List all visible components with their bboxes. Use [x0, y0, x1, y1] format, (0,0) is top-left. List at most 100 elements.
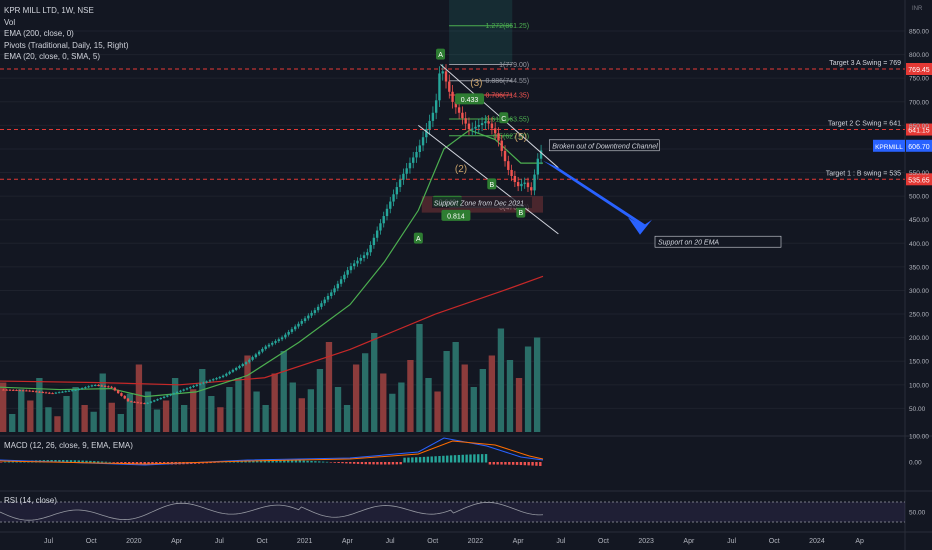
- macd-pane-title[interactable]: MACD (12, 26, close, 9, EMA, EMA): [4, 441, 133, 450]
- macd-histogram-bar: [290, 460, 294, 463]
- volume-bar: [18, 389, 25, 432]
- candle-body: [251, 357, 254, 360]
- macd-histogram-bar: [349, 462, 352, 464]
- wave-label-text: (2): [455, 164, 467, 175]
- symbol-price-tag: [873, 139, 905, 152]
- candle-body: [44, 392, 48, 394]
- macd-histogram-bar: [477, 454, 480, 463]
- volume-bar: [398, 382, 405, 432]
- volume-indicator-label[interactable]: Vol: [4, 17, 16, 27]
- macd-histogram-bar: [465, 454, 468, 463]
- macd-histogram-bar: [484, 454, 488, 463]
- fib-level-label: 0.886(744.55): [485, 78, 529, 85]
- candle-body: [379, 223, 382, 231]
- candle-body: [2, 389, 5, 391]
- candle-body: [323, 299, 326, 304]
- candle-body: [87, 386, 90, 388]
- candle-body: [244, 362, 248, 365]
- signal-line: [0, 440, 544, 465]
- ema200-indicator-label[interactable]: EMA (200, close, 0): [4, 29, 74, 38]
- wave-label-text: A: [438, 52, 443, 59]
- macd-histogram-bar: [337, 462, 340, 463]
- macd-histogram-bar: [434, 456, 437, 463]
- candle-body: [454, 101, 458, 108]
- macd-histogram-bar: [492, 462, 495, 465]
- time-axis-tick: Apr: [342, 538, 354, 545]
- volume-bar: [533, 337, 541, 432]
- candle-body: [175, 391, 179, 394]
- candle-body: [116, 390, 120, 394]
- wave-label-text: (3): [470, 78, 482, 89]
- volume-bar: [461, 364, 468, 432]
- macd-histogram-bar: [314, 461, 317, 463]
- macd-histogram-bar: [368, 462, 371, 465]
- candle-body: [303, 318, 307, 322]
- candle-body: [428, 120, 431, 130]
- candle-body: [254, 354, 258, 358]
- macd-histogram-bar: [446, 455, 449, 463]
- time-axis-tick: 2022: [468, 538, 484, 545]
- candle-body: [284, 334, 287, 338]
- rsi-line: [0, 501, 544, 521]
- time-axis-tick: Oct: [427, 538, 438, 545]
- volume-bar: [352, 364, 360, 432]
- macd-histogram-bar: [7, 461, 11, 463]
- volume-bar: [271, 373, 278, 432]
- volume-bar: [452, 342, 459, 432]
- macd-histogram-bar: [372, 462, 375, 465]
- macd-axis-tick: 0.00: [909, 460, 922, 467]
- macd-histogram-bar: [376, 462, 379, 465]
- time-axis-tick: Jul: [386, 538, 395, 545]
- candle-body: [497, 133, 500, 141]
- candle-body: [523, 182, 526, 184]
- macd-histogram-bar: [283, 460, 286, 463]
- macd-histogram-bar: [77, 460, 80, 463]
- candle-body: [366, 252, 369, 256]
- axis-unit: INR: [912, 6, 923, 12]
- macd-histogram-bar: [329, 462, 333, 463]
- macd-histogram-bar: [139, 462, 143, 465]
- candle-body: [195, 384, 199, 386]
- candle-body: [438, 73, 441, 101]
- candle-body: [300, 321, 303, 324]
- macd-histogram-bar: [100, 461, 104, 463]
- macd-histogram-bar: [395, 462, 399, 465]
- price-axis-tick: 700.00: [909, 99, 929, 106]
- volume-bar: [217, 407, 224, 432]
- target-price-tag: [906, 63, 932, 76]
- candle-body: [185, 388, 189, 390]
- candle-body: [346, 270, 349, 275]
- volume-bar: [54, 416, 61, 432]
- macd-histogram-bar: [383, 462, 387, 465]
- macd-histogram-bar: [469, 454, 472, 463]
- candle-body: [64, 391, 67, 393]
- volume-bar: [371, 333, 378, 432]
- candle-body: [461, 112, 464, 119]
- macd-histogram-bar: [453, 455, 457, 463]
- pivots-indicator-label[interactable]: Pivots (Traditional, Daily, 15, Right): [4, 40, 129, 50]
- candle-body: [330, 292, 333, 296]
- macd-histogram-bar: [403, 457, 406, 463]
- projection-arrow: [543, 160, 652, 235]
- candle-body: [320, 303, 323, 307]
- ema20-indicator-label[interactable]: EMA (20, close, 0, SMA, 5): [4, 52, 101, 61]
- macd-histogram-bar: [3, 461, 7, 463]
- annotation-box: [432, 197, 533, 209]
- candle-body: [38, 391, 41, 393]
- candle-body: [313, 310, 317, 313]
- candle-body: [41, 392, 44, 394]
- rsi-pane-title[interactable]: RSI (14, close): [4, 496, 57, 505]
- volume-bar: [181, 405, 188, 432]
- annotation-text: Broken out of Downtrend Channel: [552, 143, 658, 150]
- time-axis-tick: Jul: [44, 538, 53, 545]
- candle-body: [425, 129, 428, 138]
- macd-histogram-bar: [449, 455, 453, 463]
- wave-label-text: A: [416, 236, 421, 243]
- candle-body: [280, 337, 284, 340]
- candle-body: [385, 208, 389, 217]
- wave-label-text: B: [489, 182, 494, 189]
- candle-body: [25, 390, 28, 392]
- candle-body: [15, 390, 18, 392]
- price-axis-tick: 500.00: [909, 194, 929, 201]
